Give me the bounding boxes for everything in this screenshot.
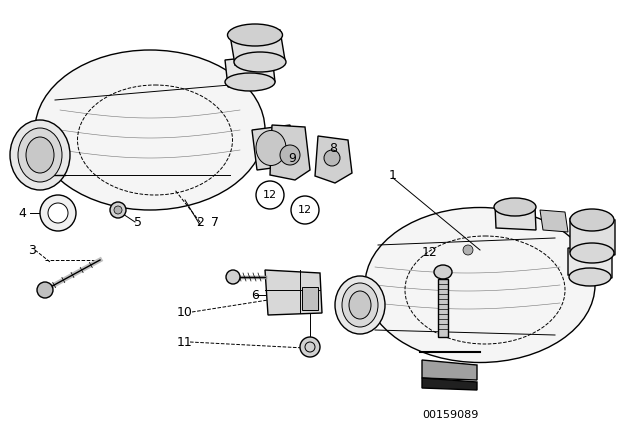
- Ellipse shape: [35, 50, 265, 210]
- Text: 11: 11: [177, 336, 193, 349]
- Circle shape: [256, 181, 284, 209]
- Circle shape: [114, 206, 122, 214]
- Polygon shape: [568, 248, 612, 278]
- Circle shape: [291, 196, 319, 224]
- Ellipse shape: [225, 73, 275, 91]
- Circle shape: [226, 270, 240, 284]
- Ellipse shape: [227, 24, 282, 46]
- Polygon shape: [265, 270, 322, 315]
- Text: 6: 6: [251, 289, 259, 302]
- Text: 3: 3: [28, 244, 36, 257]
- Text: 12: 12: [422, 246, 438, 258]
- Circle shape: [463, 245, 473, 255]
- Text: 5: 5: [134, 215, 142, 228]
- Text: 12: 12: [298, 205, 312, 215]
- Text: 12: 12: [263, 190, 277, 200]
- Text: 2: 2: [196, 215, 204, 228]
- Circle shape: [300, 337, 320, 357]
- Ellipse shape: [494, 198, 536, 216]
- Text: 00159089: 00159089: [422, 410, 478, 420]
- Polygon shape: [495, 205, 536, 230]
- Polygon shape: [540, 210, 568, 232]
- Text: 1: 1: [389, 168, 397, 181]
- Ellipse shape: [570, 209, 614, 231]
- Ellipse shape: [365, 207, 595, 362]
- Circle shape: [37, 282, 53, 298]
- Text: 8: 8: [329, 142, 337, 155]
- Text: 9: 9: [288, 151, 296, 164]
- Polygon shape: [225, 55, 275, 87]
- Polygon shape: [230, 30, 285, 65]
- Circle shape: [40, 195, 76, 231]
- Ellipse shape: [570, 243, 614, 263]
- Polygon shape: [315, 136, 352, 183]
- Polygon shape: [570, 218, 615, 255]
- Ellipse shape: [18, 128, 62, 182]
- Ellipse shape: [342, 283, 378, 327]
- Ellipse shape: [434, 265, 452, 279]
- Polygon shape: [270, 125, 310, 180]
- Ellipse shape: [234, 52, 286, 72]
- Ellipse shape: [256, 130, 286, 165]
- Polygon shape: [302, 287, 318, 310]
- Text: 10: 10: [177, 306, 193, 319]
- Polygon shape: [438, 279, 448, 337]
- Text: 4: 4: [18, 207, 26, 220]
- Polygon shape: [422, 378, 477, 390]
- Ellipse shape: [349, 291, 371, 319]
- Text: 7: 7: [211, 215, 219, 228]
- Circle shape: [280, 145, 300, 165]
- Ellipse shape: [10, 120, 70, 190]
- Circle shape: [48, 203, 68, 223]
- Ellipse shape: [335, 276, 385, 334]
- Ellipse shape: [26, 137, 54, 173]
- Polygon shape: [252, 125, 295, 170]
- Circle shape: [324, 150, 340, 166]
- Polygon shape: [422, 360, 477, 380]
- Circle shape: [110, 202, 126, 218]
- Ellipse shape: [569, 268, 611, 286]
